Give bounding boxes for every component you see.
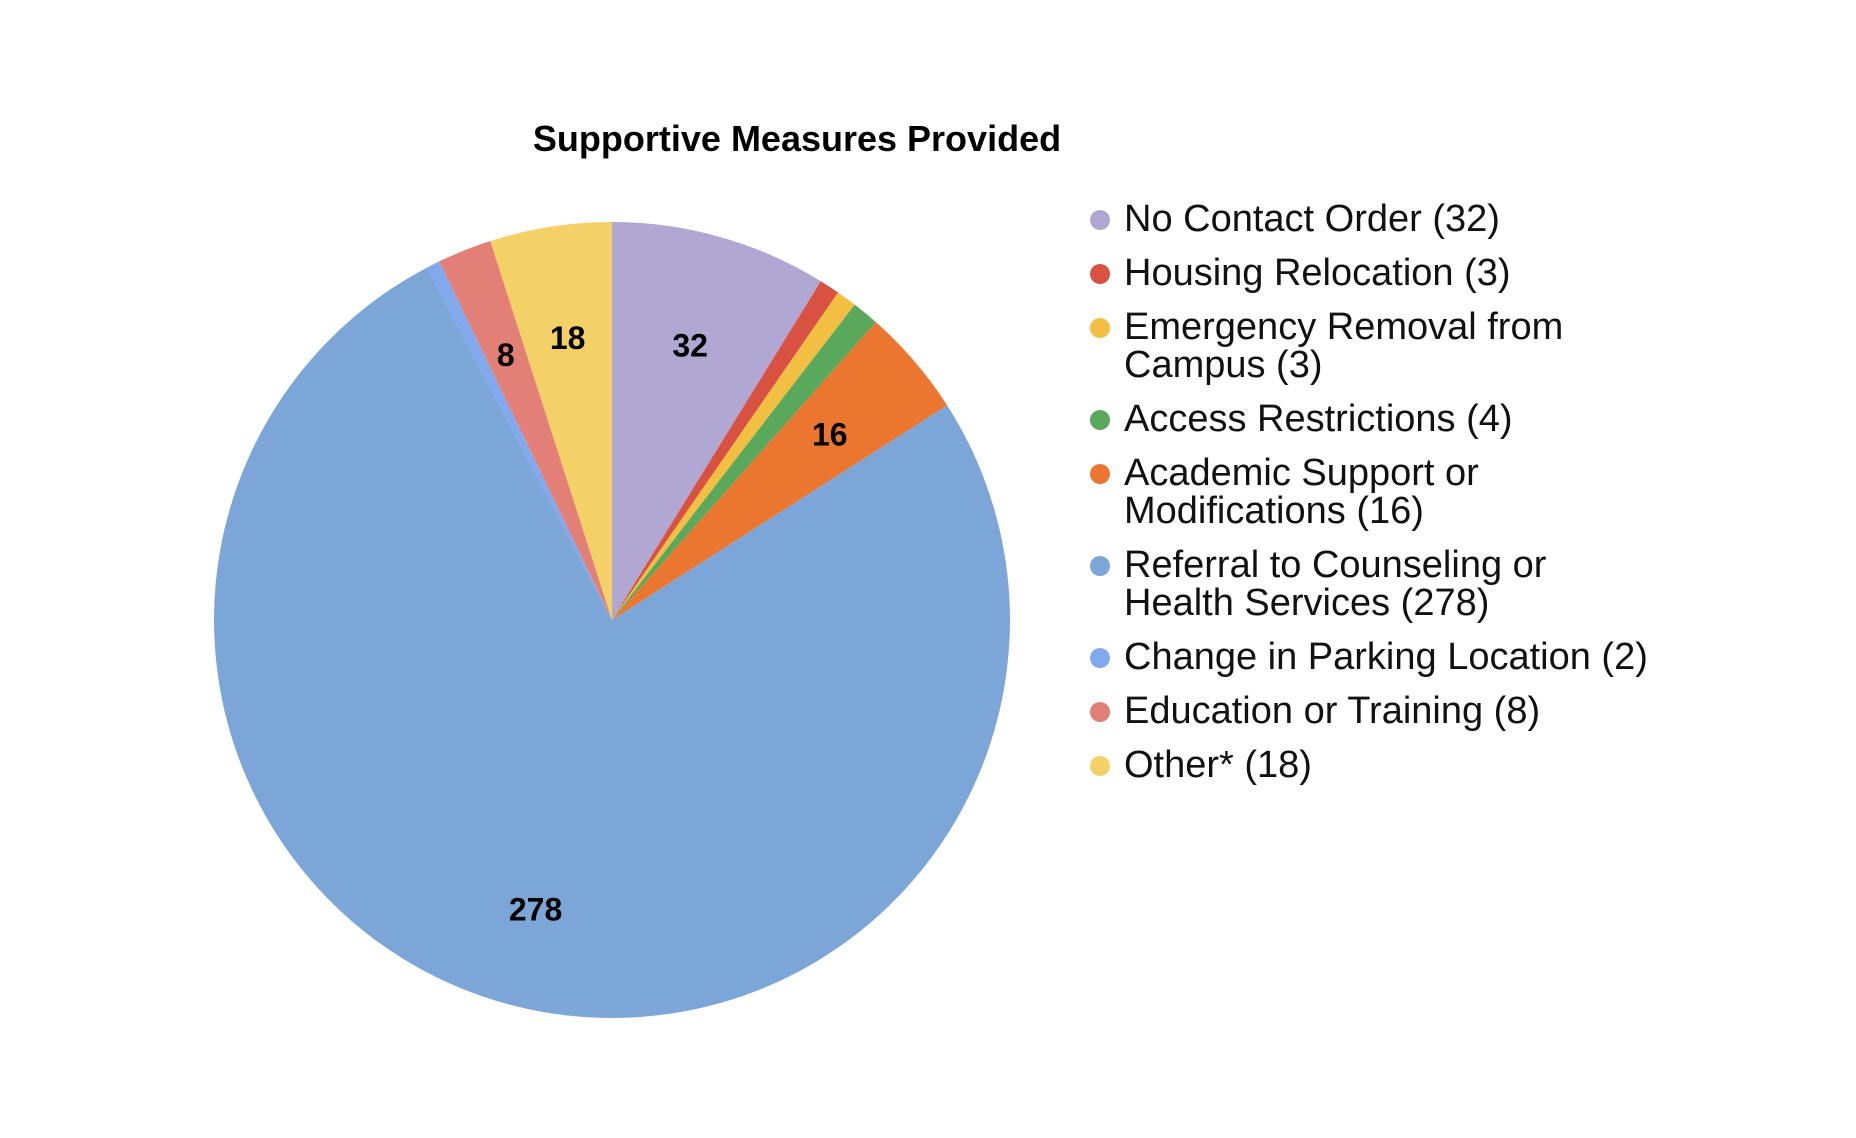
pie-slice <box>439 241 612 620</box>
slice-value-label: 278 <box>509 892 562 928</box>
legend-label: Housing Relocation (3) <box>1124 252 1511 294</box>
slice-value-label: 32 <box>672 327 708 363</box>
pie-slice <box>490 222 612 620</box>
pie-slice <box>612 322 948 620</box>
chart-legend: No Contact Order (32) Housing Relocation … <box>1090 200 1650 800</box>
legend-item: Referral to Counseling or Health Service… <box>1090 546 1650 622</box>
pie-slice <box>612 222 821 620</box>
legend-label: No Contact Order (32) <box>1124 198 1500 240</box>
legend-item: Emergency Removal from Campus (3) <box>1090 308 1650 384</box>
legend-item: Access Restrictions (4) <box>1090 400 1650 438</box>
legend-item: Housing Relocation (3) <box>1090 254 1650 292</box>
legend-color-dot-icon <box>1090 556 1110 576</box>
legend-color-dot-icon <box>1090 410 1110 430</box>
legend-item: No Contact Order (32) <box>1090 200 1650 238</box>
legend-label: Referral to Counseling or Health Service… <box>1124 544 1547 624</box>
legend-color-dot-icon <box>1090 648 1110 668</box>
slice-value-label: 16 <box>812 417 848 453</box>
legend-color-dot-icon <box>1090 318 1110 338</box>
legend-item: Other* (18) <box>1090 746 1650 784</box>
chart-title: Supportive Measures Provided <box>532 118 1062 159</box>
legend-label: Emergency Removal from Campus (3) <box>1124 306 1564 386</box>
legend-color-dot-icon <box>1090 702 1110 722</box>
legend-label: Academic Support or Modifications (16) <box>1124 452 1479 532</box>
legend-label: Access Restrictions (4) <box>1124 398 1513 440</box>
pie-slice <box>612 304 876 620</box>
pie-slice <box>612 292 855 620</box>
legend-label: Change in Parking Location (2) <box>1124 636 1648 678</box>
legend-color-dot-icon <box>1090 756 1110 776</box>
legend-color-dot-icon <box>1090 464 1110 484</box>
legend-label: Education or Training (8) <box>1124 690 1541 732</box>
legend-label: Other* (18) <box>1124 744 1312 786</box>
pie-slice <box>612 281 839 620</box>
legend-color-dot-icon <box>1090 264 1110 284</box>
legend-item: Education or Training (8) <box>1090 692 1650 730</box>
legend-item: Change in Parking Location (2) <box>1090 638 1650 676</box>
pie-slice <box>427 261 612 620</box>
legend-color-dot-icon <box>1090 210 1110 230</box>
slice-value-label: 18 <box>550 320 586 356</box>
legend-item: Academic Support or Modifications (16) <box>1090 454 1650 530</box>
pie-slice <box>213 267 1010 1018</box>
slice-value-label: 8 <box>497 337 515 373</box>
